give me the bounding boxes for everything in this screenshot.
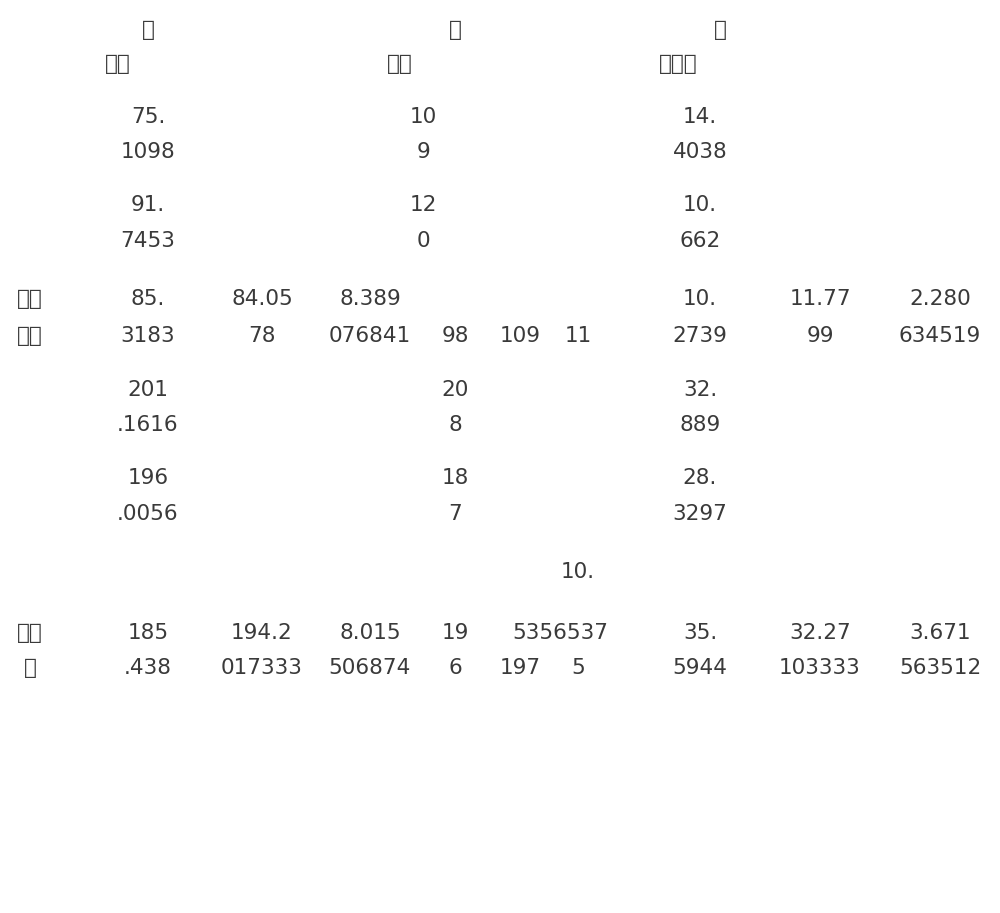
Text: 506874: 506874	[329, 658, 411, 678]
Text: 总: 总	[714, 20, 726, 40]
Text: 19: 19	[441, 623, 469, 643]
Text: 98: 98	[441, 326, 469, 346]
Text: 78: 78	[248, 326, 276, 346]
Text: 根: 根	[449, 20, 461, 40]
Text: 196: 196	[127, 468, 169, 488]
Text: 1098: 1098	[121, 142, 175, 163]
Text: 9: 9	[416, 142, 430, 163]
Text: 076841: 076841	[329, 326, 411, 346]
Text: 2739: 2739	[673, 326, 727, 346]
Text: 5944: 5944	[672, 658, 728, 678]
Text: 185: 185	[127, 623, 169, 643]
Text: 4038: 4038	[673, 142, 727, 163]
Text: 20: 20	[441, 380, 469, 400]
Text: 85.: 85.	[131, 289, 165, 309]
Text: 10.: 10.	[683, 195, 717, 215]
Text: 11.77: 11.77	[789, 289, 851, 309]
Text: 8: 8	[448, 415, 462, 436]
Text: 201: 201	[128, 380, 168, 400]
Text: 017333: 017333	[221, 658, 303, 678]
Text: 8.389: 8.389	[339, 289, 401, 309]
Text: 8.015: 8.015	[339, 623, 401, 643]
Text: .0056: .0056	[117, 504, 179, 524]
Text: 尖数: 尖数	[387, 54, 413, 74]
Text: 7: 7	[448, 504, 462, 524]
Text: 889: 889	[679, 415, 721, 436]
Text: 表面积: 表面积	[659, 54, 697, 74]
Text: 根长: 根长	[105, 54, 131, 74]
Text: 99: 99	[806, 326, 834, 346]
Text: 10.: 10.	[683, 289, 717, 309]
Text: 14.: 14.	[683, 107, 717, 127]
Text: 7453: 7453	[121, 231, 175, 251]
Text: 6: 6	[448, 658, 462, 678]
Text: 5: 5	[571, 658, 585, 678]
Text: 11: 11	[564, 326, 592, 346]
Text: 662: 662	[679, 231, 721, 251]
Text: 35.: 35.	[683, 623, 717, 643]
Text: 103333: 103333	[779, 658, 861, 678]
Text: 总: 总	[142, 20, 154, 40]
Text: 3297: 3297	[673, 504, 727, 524]
Text: 控制: 控制	[17, 289, 43, 309]
Text: 10: 10	[409, 107, 437, 127]
Text: 197: 197	[499, 658, 541, 678]
Text: .1616: .1616	[117, 415, 179, 436]
Text: 32.27: 32.27	[789, 623, 851, 643]
Text: 3.671: 3.671	[909, 623, 971, 643]
Text: 75.: 75.	[131, 107, 165, 127]
Text: 28.: 28.	[683, 468, 717, 488]
Text: 84.05: 84.05	[231, 289, 293, 309]
Text: 12: 12	[409, 195, 437, 215]
Text: 3183: 3183	[121, 326, 175, 346]
Text: 2.280: 2.280	[909, 289, 971, 309]
Text: 32.: 32.	[683, 380, 717, 400]
Text: 18: 18	[441, 468, 469, 488]
Text: 194.2: 194.2	[231, 623, 293, 643]
Text: .438: .438	[124, 658, 172, 678]
Text: 变量: 变量	[17, 326, 43, 346]
Text: 复合: 复合	[17, 623, 43, 643]
Text: 563512: 563512	[899, 658, 981, 678]
Text: 10.: 10.	[561, 561, 595, 582]
Text: 109: 109	[500, 326, 540, 346]
Text: 634519: 634519	[899, 326, 981, 346]
Text: 0: 0	[416, 231, 430, 251]
Text: 物: 物	[24, 658, 36, 678]
Text: 91.: 91.	[131, 195, 165, 215]
Text: 5356537: 5356537	[512, 623, 608, 643]
